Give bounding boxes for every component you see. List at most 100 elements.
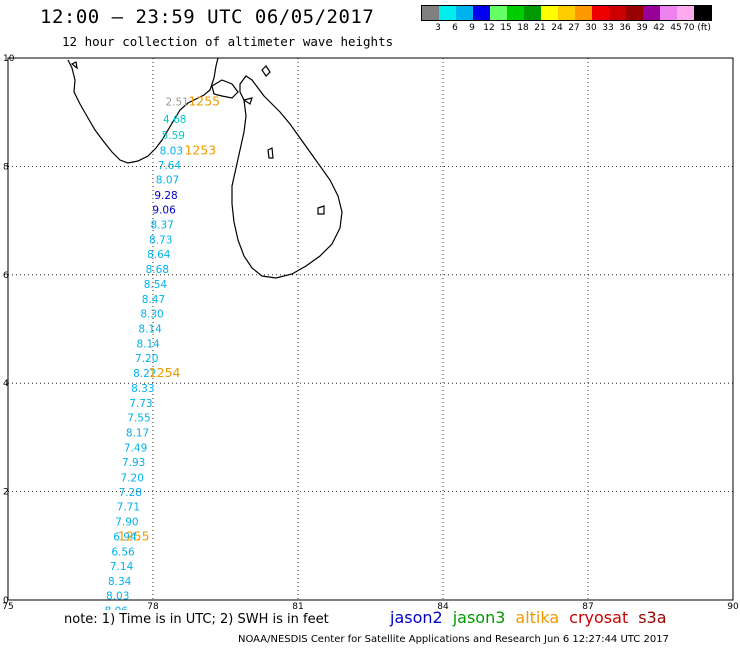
mannar-island [242, 97, 253, 105]
islet-4 [70, 61, 78, 70]
islet-1 [261, 65, 271, 77]
color-scale-label: 15 [500, 23, 512, 33]
color-scale-label: 3 [435, 23, 441, 33]
coastline [67, 57, 343, 279]
altimeter-map: 2.51 4.68 5.59 8.03 7.64 8.07 9.28 9.06 8.37 8.73… [2, 54, 739, 610]
color-scale-label: 18 [517, 23, 529, 33]
time-label: 1255 [188, 94, 220, 109]
page-subtitle: 12 hour collection of altimeter wave hei… [62, 34, 394, 49]
islet-2 [267, 147, 274, 159]
y-tick-label: 0 [3, 596, 9, 606]
color-swatch [575, 6, 592, 20]
color-swatch [558, 6, 575, 20]
color-swatch [507, 6, 524, 20]
footer-credit: NOAA/NESDIS Center for Satellite Applica… [238, 634, 669, 645]
color-scale-label: 39 [636, 23, 648, 33]
wave-height-label: 7.90 [115, 517, 138, 529]
map-grid [7, 57, 734, 601]
wave-height-label: 8.30 [140, 309, 163, 321]
wave-height-label: 8.03 [160, 145, 183, 157]
wave-height-label: 8.64 [147, 249, 171, 261]
y-tick-label: 4 [3, 379, 9, 389]
wave-height-label: 7.49 [124, 442, 147, 454]
wave-height-label: 7.93 [122, 457, 145, 469]
color-swatch [592, 6, 609, 20]
wave-height-label: 8.17 [126, 427, 149, 439]
jaffna-peninsula [211, 79, 239, 99]
color-scale-label: 6 [452, 23, 458, 33]
wave-height-label: 8.54 [144, 279, 168, 291]
color-scale-label: 45 [670, 23, 682, 33]
color-swatch [456, 6, 473, 20]
legend-jason3: jason3 [452, 608, 506, 627]
wave-height-label: 7.64 [158, 160, 182, 172]
wave-height-label: 8.22 [133, 368, 156, 380]
map-frame [7, 57, 734, 601]
legend-s3a: s3a [638, 608, 667, 627]
legend-altika: altika [515, 608, 560, 627]
x-tick-label: 81 [292, 602, 303, 610]
satellite-legend: jason2 jason3 altika cryosat s3a [390, 608, 677, 627]
color-swatch [609, 6, 626, 20]
wave-height-label: 9.06 [152, 205, 176, 217]
wave-height-label: 8.07 [156, 175, 179, 187]
color-scale-label: 9 [469, 23, 475, 33]
wave-height-label: 8.33 [131, 383, 154, 395]
wave-height-label: 7.20 [121, 472, 144, 484]
footer-note: note: 1) Time is in UTC; 2) SWH is in fe… [64, 612, 329, 627]
time-label: 1255 [118, 528, 150, 543]
wave-height-label: 8.34 [108, 576, 132, 588]
page-title: 12:00 – 23:59 UTC 06/05/2017 [40, 6, 375, 28]
color-swatch [541, 6, 558, 20]
wave-height-points: 2.51 4.68 5.59 8.03 7.64 8.07 9.28 9.06 8.37 8.73… [105, 97, 189, 610]
wave-height-label: 6.94 [113, 531, 137, 543]
wave-height-label: 8.68 [146, 264, 169, 276]
x-tick-label: 87 [582, 602, 593, 610]
wave-height-label: 4.68 [163, 114, 186, 126]
color-scale-label: 42 [653, 23, 665, 33]
wave-height-label: 2.51 [165, 97, 188, 109]
color-scale-swatches [421, 5, 712, 21]
wave-height-label: 7.20 [135, 353, 158, 365]
color-swatch [694, 6, 711, 20]
wave-height-label: 8.14 [138, 323, 162, 335]
axis-labels: 75 78 81 84 87 90 0 2 4 6 8 10 [2, 54, 739, 610]
y-tick-label: 8 [3, 162, 9, 172]
color-swatch [524, 6, 541, 20]
y-tick-label: 6 [3, 271, 9, 281]
wave-height-label: 5.59 [162, 130, 185, 142]
wave-height-label: 8.14 [136, 338, 160, 350]
color-scale-label: 27 [568, 23, 580, 33]
y-tick-label: 2 [3, 488, 9, 498]
time-labels: 1255 1253 1254 1255 [118, 94, 220, 544]
color-scale-label: 70 (ft) [683, 23, 711, 33]
wave-height-label: 7.55 [127, 413, 150, 425]
color-swatch [660, 6, 677, 20]
wave-height-label: 8.06 [105, 606, 129, 610]
color-swatch [643, 6, 660, 20]
color-swatch [626, 6, 643, 20]
color-scale-label: 30 [585, 23, 597, 33]
wave-height-label: 8.37 [150, 220, 173, 232]
wave-height-label: 7.73 [129, 398, 152, 410]
wave-height-label: 7.14 [110, 561, 134, 573]
wave-height-label: 7.71 [117, 502, 140, 514]
color-scale: 3 6 9 12 15 18 21 24 27 30 33 36 39 42 45 70 (ft) [421, 5, 712, 33]
color-scale-label: 33 [602, 23, 614, 33]
islet-3 [317, 205, 325, 215]
color-swatch [677, 6, 694, 20]
color-scale-label: 24 [551, 23, 563, 33]
wave-height-label: 6.56 [111, 547, 135, 559]
color-swatch [490, 6, 507, 20]
color-swatch [422, 6, 439, 20]
color-swatch [439, 6, 456, 20]
india-coastline [67, 57, 219, 164]
wave-height-label: 9.28 [154, 190, 177, 202]
time-label: 1254 [149, 365, 181, 380]
x-tick-label: 90 [727, 602, 739, 610]
color-scale-labels: 3 6 9 12 15 18 21 24 27 30 33 36 39 42 45 70 (ft) [421, 21, 712, 33]
wave-height-label: 8.73 [149, 234, 172, 246]
x-tick-label: 75 [2, 602, 13, 610]
wave-height-label: 8.03 [106, 590, 129, 602]
color-scale-label: 36 [619, 23, 631, 33]
